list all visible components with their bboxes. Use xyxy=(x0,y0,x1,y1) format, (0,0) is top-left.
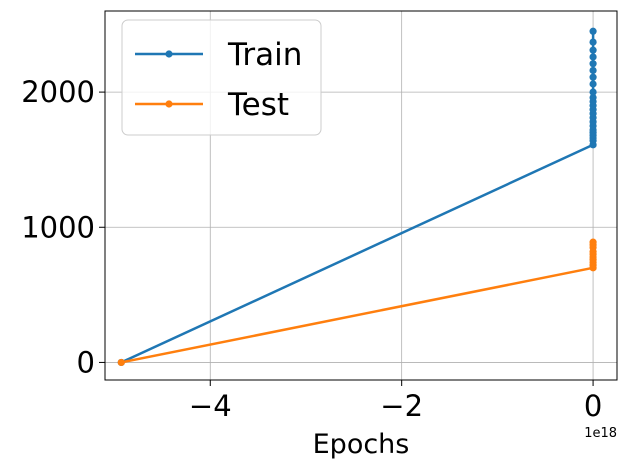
x-axis-offset-label: 1e18 xyxy=(584,426,617,441)
legend-item-train: Train xyxy=(135,37,302,73)
data-point-train xyxy=(589,88,597,96)
y-tick-label: 1000 xyxy=(21,210,95,244)
legend-marker-train xyxy=(165,50,173,58)
data-point-train xyxy=(589,80,597,88)
x-axis-label: Epochs xyxy=(313,429,410,460)
data-point-train xyxy=(589,60,597,68)
data-point-test xyxy=(117,358,125,367)
data-point-train xyxy=(589,66,597,75)
data-point-train xyxy=(589,38,597,46)
plot-series xyxy=(117,27,597,367)
x-tick-label: −4 xyxy=(189,389,232,423)
series-test xyxy=(117,238,597,367)
legend-label-test: Test xyxy=(227,87,289,123)
series-train xyxy=(117,27,597,367)
y-tick-label: 2000 xyxy=(21,75,95,109)
plot-frame xyxy=(104,10,618,381)
legend: Train Test xyxy=(121,19,322,136)
data-point-train xyxy=(589,53,597,61)
x-tick-label: 0 xyxy=(584,389,602,423)
data-point-train xyxy=(589,46,597,54)
data-point-train xyxy=(589,27,597,35)
y-tick-label: 0 xyxy=(77,345,95,379)
series-line-test xyxy=(121,242,595,364)
data-point-train xyxy=(589,73,597,81)
x-tick-label: −2 xyxy=(380,389,423,423)
legend-marker-test xyxy=(165,100,173,108)
axis-ticks: −4 −2 0 0 1000 2000 xyxy=(21,75,602,423)
data-point-train xyxy=(589,93,597,102)
data-point-test xyxy=(589,238,597,246)
legend-label-train: Train xyxy=(227,37,302,73)
legend-item-test: Test xyxy=(135,87,289,123)
